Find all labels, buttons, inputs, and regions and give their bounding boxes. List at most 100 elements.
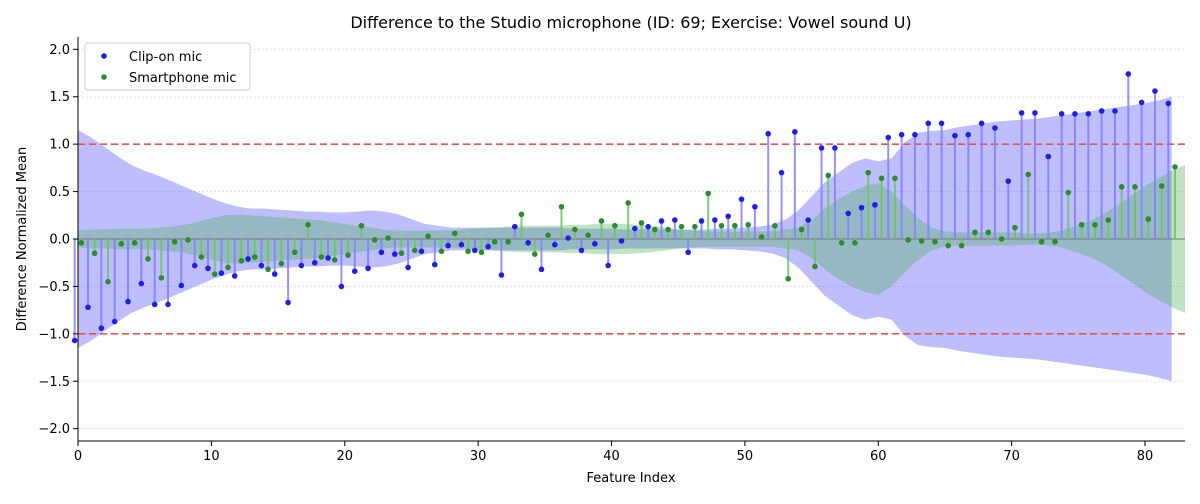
point-smartphone xyxy=(411,247,418,254)
point-clip-on xyxy=(605,262,611,269)
point-smartphone xyxy=(745,221,752,228)
point-smartphone xyxy=(772,222,778,229)
point-clip-on xyxy=(231,273,238,279)
point-clip-on xyxy=(1045,153,1052,160)
y-tick-label: 0.0 xyxy=(49,233,70,248)
point-clip-on xyxy=(698,218,705,224)
point-smartphone xyxy=(305,221,311,228)
x-tick-label: 40 xyxy=(603,449,620,464)
point-smartphone xyxy=(985,229,992,236)
y-tick-label: 1.0 xyxy=(49,138,70,153)
point-smartphone xyxy=(918,238,925,244)
point-clip-on xyxy=(351,268,358,275)
x-tick-label: 70 xyxy=(1003,449,1020,464)
point-clip-on xyxy=(1138,99,1145,106)
point-smartphone xyxy=(518,211,525,218)
point-clip-on xyxy=(445,242,451,249)
point-clip-on xyxy=(832,145,838,151)
point-clip-on xyxy=(98,325,105,331)
point-smartphone xyxy=(865,169,872,176)
point-clip-on xyxy=(405,264,411,271)
point-smartphone xyxy=(878,175,885,182)
point-clip-on xyxy=(191,262,198,269)
point-clip-on xyxy=(431,261,438,268)
point-clip-on xyxy=(978,120,985,127)
point-smartphone xyxy=(625,200,631,206)
y-tick-label: 1.5 xyxy=(49,90,70,105)
point-clip-on xyxy=(538,266,545,273)
point-smartphone xyxy=(798,226,805,233)
point-smartphone xyxy=(171,239,178,245)
x-tick-label: 30 xyxy=(470,449,487,464)
point-clip-on xyxy=(311,259,318,266)
point-smartphone xyxy=(438,248,445,255)
point-clip-on xyxy=(1098,108,1105,114)
point-clip-on xyxy=(458,241,465,248)
x-tick-label: 20 xyxy=(336,449,353,464)
x-tick-label: 0 xyxy=(74,449,82,464)
point-clip-on xyxy=(258,262,265,269)
point-clip-on xyxy=(818,145,825,151)
point-smartphone xyxy=(505,239,511,245)
point-clip-on xyxy=(565,235,571,241)
point-clip-on xyxy=(552,241,558,248)
legend-label-clip-on: Clip-on mic xyxy=(129,50,202,65)
point-clip-on xyxy=(672,217,678,223)
legend-marker-smartphone xyxy=(101,74,107,80)
point-clip-on xyxy=(85,304,91,311)
point-smartphone xyxy=(585,232,591,239)
point-smartphone xyxy=(1105,217,1112,223)
point-smartphone xyxy=(105,278,111,285)
y-tick-label: −1.0 xyxy=(38,327,70,342)
point-clip-on xyxy=(938,120,945,127)
point-smartphone xyxy=(852,239,858,246)
y-axis-label: Difference Normalized Mean xyxy=(15,147,30,331)
point-smartphone xyxy=(758,234,765,240)
point-clip-on xyxy=(138,280,145,287)
point-clip-on xyxy=(378,249,385,256)
point-smartphone xyxy=(972,229,978,236)
point-smartphone xyxy=(158,275,165,281)
point-smartphone xyxy=(451,230,458,237)
point-clip-on xyxy=(178,282,185,289)
point-clip-on xyxy=(632,225,638,232)
point-clip-on xyxy=(872,202,878,208)
legend-label-smartphone: Smartphone mic xyxy=(129,71,237,86)
point-smartphone xyxy=(185,237,191,243)
point-clip-on xyxy=(271,271,278,277)
point-clip-on xyxy=(1085,111,1092,117)
point-clip-on xyxy=(1165,100,1172,107)
point-clip-on xyxy=(1018,110,1025,116)
point-smartphone xyxy=(998,236,1005,242)
point-smartphone xyxy=(1158,183,1165,189)
point-smartphone xyxy=(198,254,205,260)
point-smartphone xyxy=(1172,164,1178,170)
point-smartphone xyxy=(371,237,378,243)
point-smartphone xyxy=(892,175,898,182)
point-smartphone xyxy=(91,250,98,257)
point-smartphone xyxy=(278,260,285,267)
y-tick-label: 2.0 xyxy=(49,43,70,58)
point-clip-on xyxy=(792,129,798,135)
legend-marker-clip-on xyxy=(101,53,107,59)
point-smartphone xyxy=(958,242,965,249)
point-clip-on xyxy=(1005,178,1012,184)
x-axis-label: Feature Index xyxy=(586,471,675,486)
point-clip-on xyxy=(912,131,918,138)
point-smartphone xyxy=(465,248,471,255)
point-clip-on xyxy=(485,243,491,250)
point-clip-on xyxy=(645,223,651,230)
point-clip-on xyxy=(525,239,531,246)
point-clip-on xyxy=(218,270,225,276)
point-smartphone xyxy=(1078,221,1085,228)
point-clip-on xyxy=(285,299,291,306)
point-clip-on xyxy=(1032,110,1038,116)
point-smartphone xyxy=(1012,224,1018,231)
point-clip-on xyxy=(111,318,118,325)
point-clip-on xyxy=(778,169,785,176)
point-smartphone xyxy=(1065,189,1072,196)
point-smartphone xyxy=(1145,216,1152,222)
point-clip-on xyxy=(71,337,78,344)
point-clip-on xyxy=(685,249,691,256)
point-smartphone xyxy=(331,257,338,263)
